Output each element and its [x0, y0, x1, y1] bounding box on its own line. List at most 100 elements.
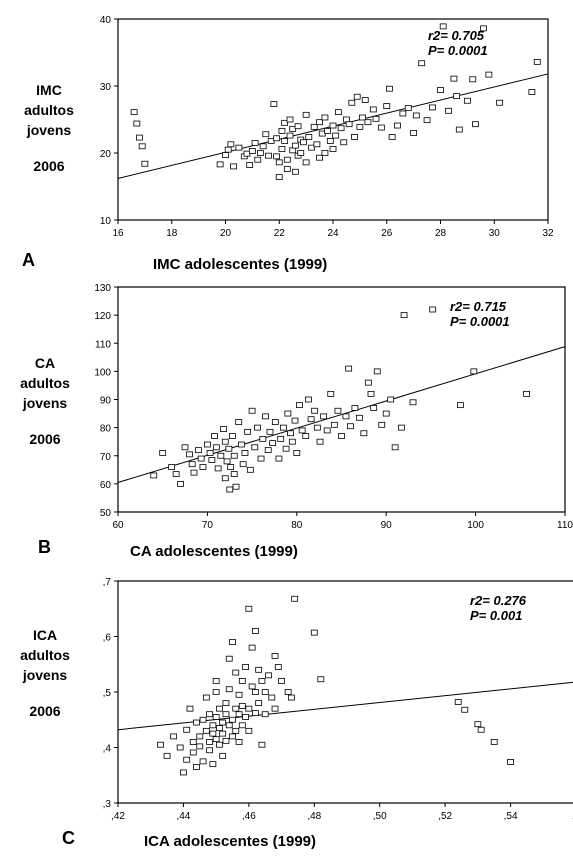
- data-point: [225, 686, 233, 693]
- x-tick-label: ,48: [307, 811, 321, 822]
- data-point: [404, 105, 412, 112]
- panel-b: CA adultos jovens 2006 60 70 80 90 100 110 50 6…: [0, 283, 573, 575]
- data-point: [157, 741, 164, 748]
- data-point: [265, 672, 272, 679]
- data-point: [199, 464, 207, 470]
- data-point: [345, 121, 353, 128]
- data-point: [225, 655, 233, 662]
- data-point: [288, 438, 296, 445]
- data-point: [212, 689, 220, 695]
- y-axis-title-line: IMC: [36, 82, 62, 98]
- x-tick-label: ,44: [176, 811, 190, 822]
- data-point: [271, 705, 279, 712]
- data-point: [388, 134, 396, 140]
- data-point: [391, 444, 399, 451]
- data-point: [196, 743, 204, 750]
- data-point: [523, 390, 530, 397]
- y-axis-title-year: 2006: [29, 431, 61, 447]
- data-point: [257, 455, 265, 462]
- data-point: [211, 433, 218, 439]
- data-point: [199, 716, 207, 723]
- data-point: [212, 736, 220, 743]
- y-axis-title-line: ICA: [32, 627, 58, 643]
- data-point: [259, 143, 267, 150]
- data-point: [264, 447, 272, 454]
- data-point: [266, 428, 274, 435]
- data-point: [496, 99, 504, 106]
- data-point: [212, 678, 220, 684]
- data-point: [461, 706, 469, 713]
- data-point: [308, 144, 315, 151]
- data-point: [275, 455, 283, 462]
- data-point: [293, 450, 301, 456]
- data-point: [262, 413, 269, 420]
- data-point: [287, 430, 294, 437]
- data-point: [225, 445, 233, 452]
- y-tick-label: 50: [100, 508, 112, 519]
- data-point: [271, 653, 279, 659]
- data-point: [329, 122, 337, 129]
- data-point: [190, 469, 198, 476]
- data-point: [226, 486, 234, 493]
- data-point: [355, 414, 363, 421]
- data-point: [429, 306, 437, 313]
- data-point: [342, 413, 350, 420]
- data-point: [305, 134, 313, 140]
- y-axis-title: CA adultos jovens 2006: [10, 353, 80, 449]
- data-point: [141, 160, 149, 167]
- data-point: [340, 139, 348, 146]
- data-point: [351, 405, 359, 411]
- data-point: [209, 730, 217, 737]
- scatter-plot-b: 60 70 80 90 100 1105060708090100110120130r2= …: [94, 283, 573, 531]
- data-point: [235, 144, 243, 151]
- data-point: [533, 58, 541, 65]
- data-point: [242, 664, 249, 670]
- data-point: [239, 461, 247, 468]
- data-point: [370, 405, 378, 411]
- data-point: [361, 97, 369, 103]
- data-point: [439, 23, 447, 30]
- data-point: [305, 396, 312, 403]
- y-tick-label: 10: [100, 216, 112, 227]
- y-axis-title-line: adultos: [20, 375, 70, 391]
- y-tick-label: ,5: [103, 688, 112, 699]
- data-point: [212, 444, 220, 451]
- data-point: [209, 722, 217, 729]
- data-point: [477, 726, 485, 733]
- data-point: [327, 390, 335, 397]
- data-point: [251, 444, 259, 451]
- data-point: [320, 413, 328, 420]
- data-point: [251, 628, 259, 634]
- data-point: [232, 483, 240, 490]
- data-point: [262, 131, 270, 138]
- y-tick-label: 60: [100, 480, 112, 491]
- data-point: [259, 435, 267, 442]
- data-point: [138, 143, 146, 150]
- data-point: [345, 365, 353, 372]
- y-tick-label: 70: [100, 452, 112, 463]
- scatter-plot-c: ,42 ,44 ,46 ,48 ,50 ,52 ,54 ,5 ,3 ,4 ,5 ,6 ,7 r2= 0.2…: [103, 577, 573, 822]
- data-point: [469, 76, 477, 83]
- data-point: [199, 758, 207, 765]
- data-point: [351, 134, 358, 140]
- data-point: [216, 161, 224, 168]
- data-point: [189, 739, 197, 745]
- data-point: [159, 450, 167, 456]
- y-axis-title-line: adultos: [24, 102, 74, 118]
- x-tick-label: 28: [435, 228, 447, 239]
- data-point: [265, 152, 272, 159]
- data-point: [321, 150, 329, 156]
- data-point: [485, 71, 493, 78]
- data-point: [284, 410, 292, 417]
- data-point: [202, 727, 210, 734]
- x-tick-label: ,54: [504, 811, 518, 822]
- x-tick-label: 32: [542, 228, 554, 239]
- data-point: [238, 702, 246, 709]
- data-point: [470, 368, 478, 375]
- y-axis-title-line: adultos: [20, 647, 70, 663]
- p-value-annotation: P= 0.0001: [428, 43, 488, 58]
- data-point: [219, 719, 227, 726]
- data-point: [235, 711, 243, 718]
- data-point: [297, 150, 305, 156]
- data-point: [286, 132, 294, 139]
